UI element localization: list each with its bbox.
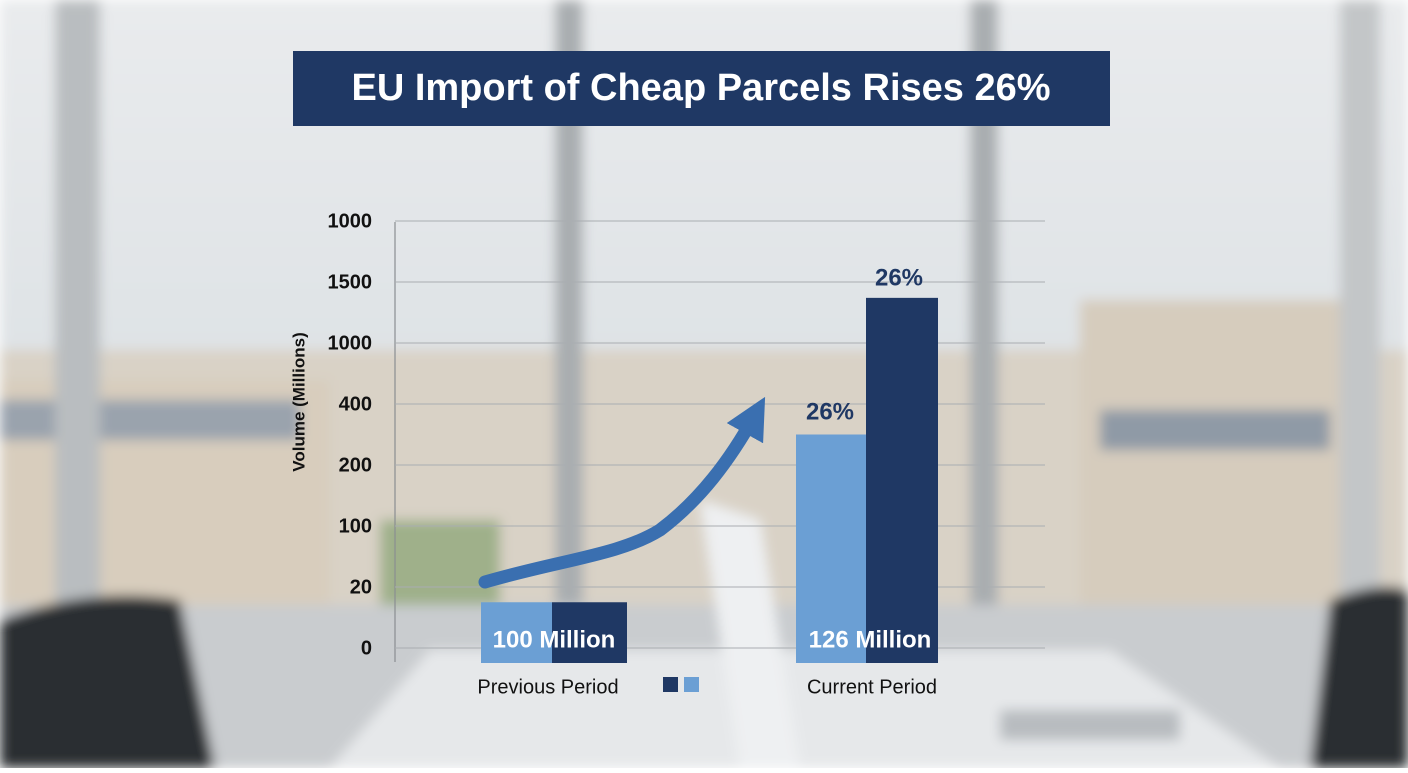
y-tick-label: 1000 [328, 210, 373, 232]
bar-annotation: 126 Million [809, 626, 932, 653]
y-tick-label: 100 [339, 515, 372, 537]
y-axis-label: Volume (Millions) [289, 332, 308, 471]
bar [552, 602, 627, 663]
legend-swatch [684, 677, 699, 692]
x-tick-label: Previous Period [477, 676, 618, 698]
bar-annotation: 26% [875, 264, 923, 291]
bar-annotation: 100 Million [493, 626, 616, 653]
bar-annotation: 26% [806, 398, 854, 425]
bar [866, 297, 938, 663]
trend-arrow [478, 396, 766, 589]
y-tick-label: 20 [350, 576, 372, 598]
y-tick-label: 1000 [328, 332, 373, 354]
y-tick-label: 400 [339, 393, 372, 415]
title-box [293, 51, 1110, 126]
bar [796, 434, 866, 663]
legend-swatch [663, 677, 678, 692]
chart-title: EU Import of Cheap Parcels Rises 26% [351, 67, 1050, 109]
y-tick-label: 0 [361, 637, 372, 659]
bar [481, 602, 552, 663]
plot: 0 20 100 200 400 1000 1500 1000 Previous Period C… [328, 210, 1045, 698]
y-tick-label: 200 [339, 454, 372, 476]
y-tick-label: 1500 [328, 271, 373, 293]
x-tick-label: Current Period [807, 676, 937, 698]
